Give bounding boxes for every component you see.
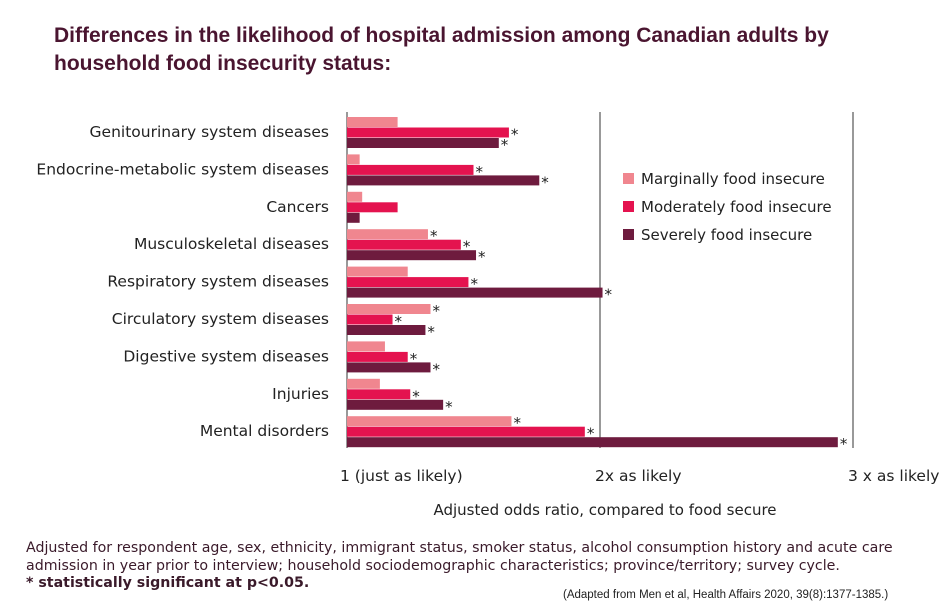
bar-marginally-food-insecure-digestive-system-diseases	[347, 341, 385, 352]
bar-moderately-food-insecure-cancers	[347, 202, 398, 213]
bar-marginally-food-insecure-endocrine-metabolic-system-diseases	[347, 154, 360, 165]
bar-severely-food-insecure-musculoskeletal-diseases	[347, 250, 477, 261]
category-label-cancers: Cancers	[266, 198, 329, 216]
bar-severely-food-insecure-circulatory-system-diseases	[347, 325, 426, 335]
significance-star: *	[478, 248, 486, 266]
footnote-adjustments: Adjusted for respondent age, sex, ethnic…	[26, 540, 893, 574]
bar-severely-food-insecure-cancers	[347, 212, 360, 223]
significance-star: *	[605, 286, 613, 304]
legend-label-severe: Severely food insecure	[641, 226, 812, 244]
legend-swatch-severe	[623, 229, 634, 240]
significance-star: *	[445, 398, 453, 416]
bar-moderately-food-insecure-respiratory-system-diseases	[347, 277, 469, 288]
category-label-genitourinary-system-diseases: Genitourinary system diseases	[90, 123, 329, 141]
bar-severely-food-insecure-respiratory-system-diseases	[347, 287, 603, 298]
category-label-circulatory-system-diseases: Circulatory system diseases	[112, 310, 329, 328]
category-label-endocrine-metabolic-system-diseases: Endocrine-metabolic system diseases	[36, 160, 329, 178]
chart-title: Differences in the likelihood of hospita…	[54, 24, 829, 75]
significance-star: *	[501, 136, 509, 154]
bar-moderately-food-insecure-circulatory-system-diseases	[347, 314, 393, 325]
bar-severely-food-insecure-mental-disorders	[347, 437, 838, 448]
bar-marginally-food-insecure-genitourinary-system-diseases	[347, 117, 398, 127]
category-label-musculoskeletal-diseases: Musculoskeletal diseases	[134, 235, 329, 253]
significance-star: *	[463, 238, 471, 256]
legend: Marginally food insecure Moderately food…	[623, 170, 832, 244]
significance-star: *	[840, 435, 848, 453]
bar-moderately-food-insecure-endocrine-metabolic-system-diseases	[347, 164, 474, 175]
bar-severely-food-insecure-genitourinary-system-diseases	[347, 138, 499, 148]
bar-moderately-food-insecure-injuries	[347, 389, 411, 400]
category-label-digestive-system-diseases: Digestive system diseases	[123, 347, 329, 365]
significance-star: *	[541, 173, 549, 191]
bar-marginally-food-insecure-musculoskeletal-diseases	[347, 229, 428, 240]
x-tick-label-3: 3 x as likely	[848, 467, 939, 485]
bar-severely-food-insecure-endocrine-metabolic-system-diseases	[347, 175, 540, 186]
significance-star: *	[476, 163, 484, 181]
bar-moderately-food-insecure-digestive-system-diseases	[347, 351, 408, 362]
x-tick-label-2: 2x as likely	[595, 467, 682, 485]
significance-star: *	[470, 275, 478, 293]
significance-note: * statistically significant at p<0.05.	[26, 575, 310, 591]
bar-marginally-food-insecure-injuries	[347, 378, 380, 389]
significance-star: *	[587, 425, 595, 443]
bar-marginally-food-insecure-cancers	[347, 191, 363, 202]
bar-marginally-food-insecure-circulatory-system-diseases	[347, 304, 431, 314]
bar-marginally-food-insecure-respiratory-system-diseases	[347, 266, 408, 277]
source-citation: (Adapted from Men et al, Health Affairs …	[563, 589, 889, 601]
category-label-respiratory-system-diseases: Respiratory system diseases	[107, 273, 329, 291]
bar-severely-food-insecure-digestive-system-diseases	[347, 362, 431, 373]
legend-label-moderate: Moderately food insecure	[641, 198, 832, 216]
significance-star: *	[430, 227, 438, 245]
significance-star: *	[412, 387, 420, 405]
bar-chart: Genitourinary system diseases Endocrine-m…	[36, 112, 939, 519]
category-label-injuries: Injuries	[272, 385, 329, 403]
significance-star: *	[511, 126, 519, 144]
significance-star: *	[432, 302, 440, 320]
significance-star: *	[513, 414, 521, 432]
x-tick-label-1: 1 (just as likely)	[340, 467, 463, 485]
footnote: Adjusted for respondent age, sex, ethnic…	[26, 540, 936, 593]
bar-severely-food-insecure-injuries	[347, 399, 444, 410]
legend-label-marginal: Marginally food insecure	[641, 170, 825, 188]
bar-moderately-food-insecure-genitourinary-system-diseases	[347, 127, 509, 138]
significance-star: *	[432, 360, 440, 378]
legend-swatch-marginal	[623, 173, 634, 184]
legend-swatch-moderate	[623, 201, 634, 212]
bar-marginally-food-insecure-mental-disorders	[347, 416, 512, 427]
bar-moderately-food-insecure-mental-disorders	[347, 426, 585, 437]
x-axis-title: Adjusted odds ratio, compared to food se…	[433, 501, 776, 519]
bar-moderately-food-insecure-musculoskeletal-diseases	[347, 239, 461, 250]
significance-star: *	[410, 350, 418, 368]
category-label-mental-disorders: Mental disorders	[200, 422, 329, 440]
significance-star: *	[395, 313, 403, 331]
significance-star: *	[427, 323, 435, 341]
